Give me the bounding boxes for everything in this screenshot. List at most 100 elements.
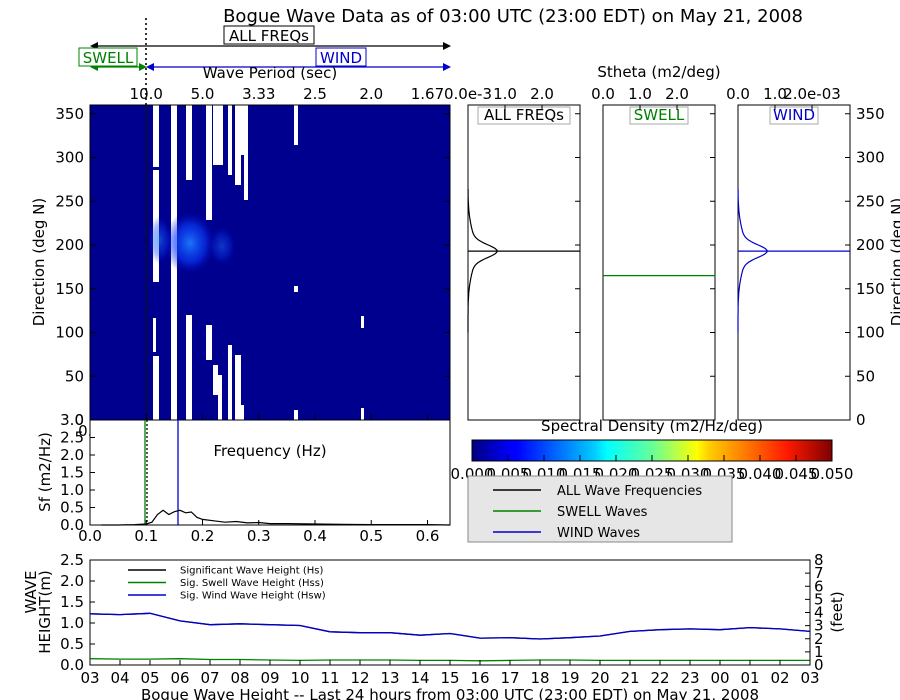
spectrum-x-tick-label: 0.6 [416, 527, 440, 545]
spectrum-y-tick-label: 2.0 [60, 446, 84, 464]
stheta-panel-label: WIND [773, 106, 815, 124]
timeseries-hour-tick-label: 06 [170, 669, 189, 687]
timeseries-right-ylabel: (feet) [828, 591, 846, 632]
stheta-right-ylabel: Direction (deg N) [888, 198, 900, 327]
spectrum-legend: ALL Wave Frequencies SWELL Waves WIND Wave… [467, 475, 733, 543]
period-tick-label: 2.0 [359, 85, 383, 103]
stheta-distribution-curve [737, 189, 768, 333]
colorbar-tick-label: 0.045 [775, 465, 818, 483]
heatmap-gap-cell [206, 325, 212, 360]
stheta-right-tick-label: 100 [856, 324, 885, 342]
direction-tick-label: 250 [55, 192, 84, 210]
timeseries-hour-tick-label: 01 [740, 669, 759, 687]
heatmap-gap-cell [235, 355, 241, 420]
stheta-panel-frame [467, 104, 581, 421]
timeseries-hour-tick-label: 19 [560, 669, 579, 687]
heatmap-gap-cell [186, 315, 192, 420]
timeseries-ylabel-line1: WAVE [22, 570, 40, 613]
colorbar-tick-label: 0.040 [739, 465, 782, 483]
timeseries-hour-tick-label: 12 [350, 669, 369, 687]
stheta-panel-swell: SWELL 0.0 1.0 2.0 [591, 85, 716, 421]
legend-label: WIND Waves [557, 526, 640, 541]
timeseries-hour-tick-label: 18 [530, 669, 549, 687]
timeseries-hour-tick-label: 07 [200, 669, 219, 687]
stheta-tick-label: 2.0 [530, 85, 554, 103]
timeseries-hour-tick-label: 02 [770, 669, 789, 687]
spectrum-y-tick-label: 0.0 [60, 516, 84, 534]
direction-tick-label: 150 [55, 280, 84, 298]
timeseries-hour-tick-label: 20 [590, 669, 609, 687]
stheta-right-tick-label: 250 [856, 192, 885, 210]
heatmap-gap-cell [294, 286, 298, 292]
timeseries-feet-tick-label: 0 [814, 656, 824, 674]
timeseries-legend: Significant Wave Height (Hs)Sig. Swell W… [128, 566, 326, 602]
heatmap-gap-cell [294, 410, 298, 420]
all-freqs-band-label: ALL FREQs [229, 27, 309, 45]
timeseries-hour-tick-label: 15 [440, 669, 459, 687]
heatmap-gap-cell [228, 345, 232, 420]
directional-spectrum-heatmap: Wave Period (sec) 10.0 5.0 3.33 2.5 2.0 1.67 … [30, 64, 451, 440]
heatmap-gap-cell [218, 105, 223, 165]
stheta-right-tick-label: 150 [856, 280, 885, 298]
spectrum-y-tick-label: 1.5 [60, 464, 84, 482]
stheta-panel-label-box [477, 106, 571, 125]
stheta-right-tick-label: 50 [856, 367, 875, 385]
timeseries-feet-tick-label: 6 [814, 577, 824, 595]
timeseries-legend-label: Sig. Wind Wave Height (Hsw) [180, 591, 326, 602]
direction-tick-label: 350 [55, 105, 84, 123]
spectrum-xlabel: Frequency (Hz) [213, 442, 326, 460]
stheta-panel-wind: WIND 0.0 1.02.0e-03 [726, 85, 851, 421]
stheta-distribution-curve [467, 189, 498, 333]
heatmap-gap-cell [153, 318, 156, 352]
timeseries-y-tick-label: 1.0 [60, 614, 84, 632]
timeseries-feet-tick-label: 8 [814, 551, 824, 569]
heatmap-gap-cell [361, 408, 364, 420]
heatmap-gap-cell [241, 405, 244, 420]
stheta-tick-label: 1.0 [763, 85, 787, 103]
timeseries-legend-label: Sig. Swell Wave Height (Hss) [180, 578, 324, 589]
heatmap-gap-cell [235, 105, 241, 185]
legend-label: SWELL Waves [557, 505, 648, 520]
stheta-panel-label: SWELL [634, 106, 685, 124]
spectrum-y-ticks: 0.00.51.01.52.02.53.0 [60, 411, 95, 534]
timeseries-y-tick-label: 2.0 [60, 572, 84, 590]
stheta-panel-frame [737, 104, 851, 421]
stheta-right-tick-label: 350 [856, 105, 885, 123]
timeseries-feet-tick-label: 3 [814, 617, 824, 635]
colorbar-title: Spectral Density (m2/Hz/deg) [541, 417, 763, 435]
stheta-panel-label-box [629, 106, 689, 125]
timeseries-y-ticks: 0.0 0.5 1.0 1.5 2.0 2.5 [60, 551, 95, 674]
stheta-right-tick-label: 300 [856, 149, 885, 167]
timeseries-series-line [89, 612, 811, 640]
spectrum-x-tick-label: 0.1 [134, 527, 158, 545]
stheta-right-tick-label: 0 [856, 411, 866, 429]
period-tick-label: 1.67 [411, 85, 444, 103]
stheta-tick-label: 1.0 [628, 85, 652, 103]
period-tick-label: 3.33 [242, 85, 275, 103]
stheta-panel-frame [602, 104, 716, 421]
spectrum-x-tick-label: 0.2 [191, 527, 215, 545]
spectrum-y-tick-label: 3.0 [60, 411, 84, 429]
timeseries-hour-tick-label: 04 [110, 669, 129, 687]
direction-tick-label: 0 [74, 411, 84, 429]
timeseries-y-tick-label: 0.0 [60, 656, 84, 674]
timeseries-hour-tick-label: 22 [650, 669, 669, 687]
timeseries-hour-tick-label: 09 [260, 669, 279, 687]
stheta-tick-label: 2.0e-03 [783, 85, 841, 103]
timeseries-xlabel: Bogue Wave Height -- Last 24 hours from … [141, 686, 759, 700]
wind-band-label: WIND [320, 49, 362, 67]
heatmap-gap-cell [213, 365, 218, 395]
spectrum-y-tick-label: 1.0 [60, 481, 84, 499]
timeseries-y-tick-label: 0.5 [60, 635, 84, 653]
timeseries-hour-tick-label: 08 [230, 669, 249, 687]
period-tick-label: 5.0 [191, 85, 215, 103]
heatmap-direction-ticks: 0 50 100 150 200 250 300 350 [55, 105, 450, 429]
figure-title: Bogue Wave Data as of 03:00 UTC (23:00 E… [223, 6, 803, 27]
stheta-panel-all: ALL FREQs 0.0e-3 1.0 2.0 [444, 85, 581, 421]
colorbar-tick-label: 0.050 [811, 465, 854, 483]
timeseries-feet-tick-label: 2 [814, 630, 824, 648]
colorbar: Spectral Density (m2/Hz/deg) 0.0000.0050… [451, 417, 854, 483]
wave-height-timeseries: Significant Wave Height (Hs)Sig. Swell W… [22, 551, 846, 700]
